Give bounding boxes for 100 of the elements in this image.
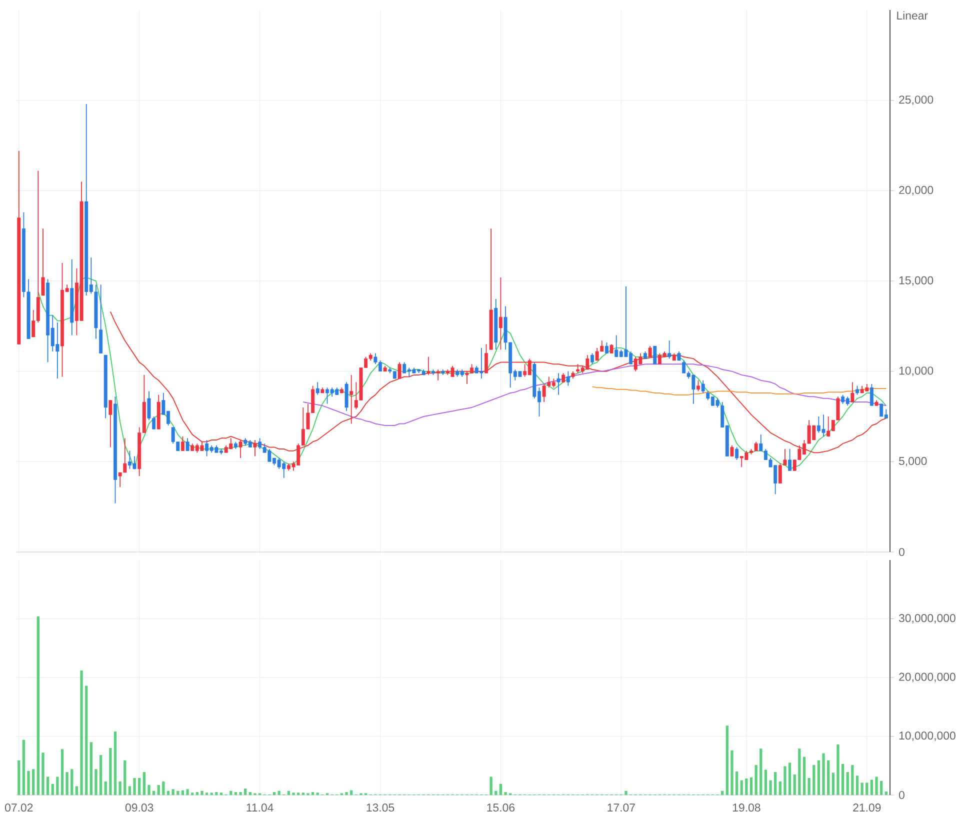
candlestick <box>436 369 440 381</box>
bar <box>490 776 492 795</box>
bar <box>181 790 184 795</box>
bar <box>817 760 820 795</box>
candlestick <box>186 438 190 452</box>
bar <box>200 790 204 795</box>
bar <box>99 755 102 795</box>
x-tick-label: 11.04 <box>246 804 274 812</box>
candlestick <box>653 346 657 365</box>
bar <box>70 769 74 795</box>
bar <box>860 782 864 795</box>
candlestick <box>99 284 103 354</box>
bar <box>22 740 26 795</box>
text: Linear <box>897 11 928 20</box>
bar <box>56 776 59 795</box>
bar <box>880 780 883 795</box>
candlestick <box>562 372 566 383</box>
bar <box>841 764 844 795</box>
bar <box>90 742 92 795</box>
candlestick <box>856 385 859 396</box>
bar <box>735 772 738 795</box>
y-tick-label: 10,000 <box>899 366 934 376</box>
bar <box>504 792 507 795</box>
bar <box>750 777 753 795</box>
candlestick <box>590 352 594 365</box>
bar <box>846 772 849 795</box>
candlestick <box>498 276 502 350</box>
bar <box>870 780 874 795</box>
bar <box>46 776 50 795</box>
bar <box>875 776 878 795</box>
bar <box>80 670 83 795</box>
candlestick <box>696 380 700 392</box>
bar <box>726 726 728 795</box>
bar <box>152 790 156 795</box>
bar <box>851 765 854 795</box>
bar <box>85 686 88 795</box>
x-tick-label: 15.06 <box>487 804 515 812</box>
candlestick <box>668 340 672 360</box>
bar <box>827 760 830 795</box>
candlestick <box>788 448 792 472</box>
bar <box>162 781 165 795</box>
x-tick-label: 13.05 <box>366 804 394 812</box>
candlestick <box>238 440 242 458</box>
x-tick-label: 09.03 <box>125 804 154 812</box>
candlestick <box>556 372 560 396</box>
candlestick <box>701 380 705 394</box>
bar <box>822 753 825 795</box>
bar <box>109 748 112 795</box>
bar <box>142 772 146 795</box>
y-tick-label: 20,000 <box>899 186 934 196</box>
bar <box>832 772 834 795</box>
bar <box>884 791 888 795</box>
bar <box>278 790 280 795</box>
bar <box>774 772 777 795</box>
bar <box>133 778 136 795</box>
bar <box>764 770 768 795</box>
x-tick-label: 07.02 <box>5 804 33 812</box>
candlestick <box>648 346 652 358</box>
bar <box>721 790 724 795</box>
y-tick-label: 10,000,000 <box>899 732 956 741</box>
y-tick-label: 15,000 <box>899 276 934 286</box>
bar <box>234 792 238 795</box>
bar <box>51 784 54 795</box>
x-tick-label: 21.09 <box>853 804 881 812</box>
candlestick <box>610 344 614 354</box>
bar <box>215 792 218 795</box>
y-tick-label: 5,000 <box>898 456 927 466</box>
bar <box>196 792 198 795</box>
bar <box>186 789 189 795</box>
bar <box>166 790 170 795</box>
bar <box>345 792 348 795</box>
bar <box>118 781 122 795</box>
x-tick-label: 17.07 <box>608 804 635 812</box>
bar <box>798 748 801 795</box>
candlestick <box>398 362 402 380</box>
bar <box>60 749 64 795</box>
bar <box>808 778 810 795</box>
bar <box>812 765 816 795</box>
bar <box>287 790 290 795</box>
candlestick <box>253 440 257 457</box>
bar <box>66 772 68 795</box>
bar <box>788 762 792 795</box>
bar <box>114 732 117 795</box>
bar <box>769 780 772 795</box>
bar <box>311 792 314 795</box>
candlestick <box>730 444 734 457</box>
bar <box>730 750 734 795</box>
bar <box>239 792 242 795</box>
candlestick <box>41 228 45 296</box>
bar <box>836 744 840 795</box>
bar <box>176 790 180 795</box>
bar <box>793 774 796 795</box>
bar <box>494 790 498 795</box>
bar <box>42 752 44 795</box>
bar <box>856 776 859 795</box>
candlestick <box>350 374 354 424</box>
y-tick-label: 25,000 <box>899 96 934 106</box>
bar <box>866 782 868 795</box>
bar <box>778 781 782 795</box>
bar <box>94 769 98 795</box>
